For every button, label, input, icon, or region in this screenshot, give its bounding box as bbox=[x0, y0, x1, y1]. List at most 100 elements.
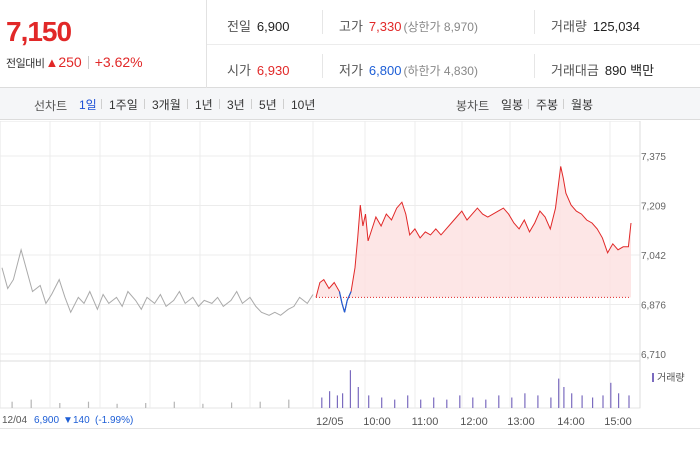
change-label: 전일대비 bbox=[6, 58, 45, 70]
y-tick-label: 7,209 bbox=[641, 202, 666, 213]
x-tick-label: 15:00 bbox=[604, 416, 632, 428]
prev-volume-bar bbox=[288, 399, 290, 408]
volume-bar bbox=[524, 393, 526, 408]
stat-open: 시가 6,930 bbox=[227, 60, 289, 79]
divider bbox=[322, 10, 323, 34]
volume-bar bbox=[602, 395, 604, 408]
x-tick-label: 11:00 bbox=[412, 416, 439, 428]
volume-bar bbox=[446, 399, 448, 408]
change-line: 전일대비▲250 +3.62% bbox=[6, 54, 143, 71]
divider bbox=[101, 99, 102, 109]
change-rate: +3.62% bbox=[94, 54, 143, 70]
divider bbox=[322, 54, 323, 78]
today-up-line bbox=[315, 166, 632, 313]
intraday-chart: 7,375 7,209 7,042 6,876 6,710 12/05 10:00 11:0… bbox=[0, 121, 685, 428]
stat-value: 890 백만 bbox=[604, 63, 655, 78]
volume-bar bbox=[336, 395, 338, 408]
period-tab-1w[interactable]: 1주일 bbox=[109, 98, 138, 112]
stat-low: 저가 6,800 (하한가 4,830) bbox=[339, 60, 478, 79]
volume-bar bbox=[381, 397, 383, 408]
volume-bar bbox=[628, 395, 630, 408]
period-bar: 선차트 1일 1주일 3개월 1년 3년 5년 10년 봉차트 일봉 주봉 월봉 bbox=[0, 88, 700, 120]
chart-bottom-border bbox=[0, 428, 700, 429]
candle-chart-label: 봉차트 bbox=[456, 99, 490, 113]
period-tab-3y[interactable]: 3년 bbox=[227, 98, 245, 112]
volume-bar bbox=[581, 395, 583, 408]
volume-bar bbox=[420, 399, 422, 408]
candle-tab-weekly[interactable]: 주봉 bbox=[536, 98, 559, 112]
candle-tab-monthly[interactable]: 월봉 bbox=[571, 98, 594, 112]
stat-label: 거래량 bbox=[551, 19, 587, 34]
prev-volume-bar bbox=[116, 403, 118, 408]
divider bbox=[534, 10, 535, 34]
prev-volume-bar bbox=[173, 401, 175, 408]
volume-bar bbox=[485, 399, 487, 408]
divider bbox=[283, 99, 284, 109]
stock-summary: 7,150 전일대비▲250 +3.62% 전일 6,900 고가 7,330 (상한가… bbox=[0, 0, 700, 88]
prev-day-down-triangle-icon: ▼ bbox=[63, 415, 73, 426]
stat-volume: 거래량 125,034 bbox=[551, 16, 640, 35]
upper-limit: (상한가 8,970) bbox=[403, 20, 478, 34]
stat-label: 저가 bbox=[339, 63, 363, 78]
prev-volume-bar bbox=[202, 403, 204, 408]
volume-bar bbox=[321, 397, 323, 408]
today-fill-area bbox=[316, 166, 631, 298]
volume-bar bbox=[433, 397, 435, 408]
prev-day-close: 6,900 bbox=[34, 415, 59, 426]
divider bbox=[528, 99, 529, 109]
volume-bar bbox=[610, 382, 612, 408]
volume-bar bbox=[511, 397, 513, 408]
stat-trade-amount: 거래대금 890 백만 bbox=[551, 60, 654, 79]
period-tab-10y[interactable]: 10년 bbox=[291, 98, 316, 112]
chart-grid bbox=[0, 121, 641, 409]
volume-bar bbox=[550, 397, 552, 408]
volume-legend-swatch bbox=[652, 373, 654, 382]
volume-bar bbox=[498, 395, 500, 408]
volume-bars bbox=[321, 370, 630, 408]
divider bbox=[219, 99, 220, 109]
x-tick-label: 12:00 bbox=[460, 416, 488, 428]
divider bbox=[534, 54, 535, 78]
y-tick-label: 6,876 bbox=[641, 301, 666, 312]
x-tick-label: 10:00 bbox=[363, 416, 391, 428]
prev-day-line bbox=[1, 247, 314, 316]
divider bbox=[87, 56, 89, 69]
volume-bar bbox=[537, 395, 539, 408]
price-box: 7,150 전일대비▲250 +3.62% bbox=[0, 0, 207, 88]
summary-row-divider bbox=[207, 44, 700, 45]
stat-label: 전일 bbox=[227, 19, 251, 34]
stat-value: 6,930 bbox=[256, 63, 290, 78]
candle-tab-daily[interactable]: 일봉 bbox=[501, 98, 524, 112]
prev-day-date: 12/04 bbox=[2, 415, 27, 426]
volume-bar bbox=[472, 397, 474, 408]
current-price: 7,150 bbox=[6, 16, 72, 47]
stat-label: 시가 bbox=[227, 63, 251, 78]
volume-bar bbox=[618, 393, 620, 408]
prev-volume-bar bbox=[59, 403, 61, 408]
prev-volume-bar bbox=[231, 402, 233, 408]
y-tick-labels: 7,375 7,209 7,042 6,876 6,710 bbox=[641, 152, 666, 361]
x-tick-labels: 12/05 10:00 11:00 12:00 13:00 14:00 15:00 bbox=[316, 416, 632, 428]
stat-label: 고가 bbox=[339, 19, 363, 34]
volume-bar bbox=[357, 387, 359, 408]
today-down-line bbox=[338, 291, 352, 313]
volume-bar bbox=[349, 370, 351, 408]
volume-bar bbox=[459, 395, 461, 408]
prev-day-rate: (-1.99%) bbox=[95, 415, 133, 426]
period-tab-1d[interactable]: 1일 bbox=[79, 98, 97, 112]
volume-bar bbox=[592, 397, 594, 408]
period-tab-3m[interactable]: 3개월 bbox=[152, 98, 181, 112]
volume-bar bbox=[563, 387, 565, 408]
prev-day-info: 12/04 6,900 ▼ 140 (-1.99%) bbox=[2, 415, 133, 426]
prev-volume-bar bbox=[259, 401, 261, 408]
prev-volume-bar bbox=[87, 401, 90, 408]
stat-value: 125,034 bbox=[592, 19, 640, 34]
period-tab-1y[interactable]: 1년 bbox=[195, 98, 213, 112]
period-tab-5y[interactable]: 5년 bbox=[259, 98, 277, 112]
line-chart-label: 선차트 bbox=[34, 99, 68, 113]
volume-bar bbox=[329, 391, 331, 408]
stat-value: 6,900 bbox=[256, 19, 290, 34]
volume-bar bbox=[394, 399, 396, 408]
stat-high: 고가 7,330 (상한가 8,970) bbox=[339, 16, 478, 35]
volume-bar bbox=[558, 378, 560, 408]
